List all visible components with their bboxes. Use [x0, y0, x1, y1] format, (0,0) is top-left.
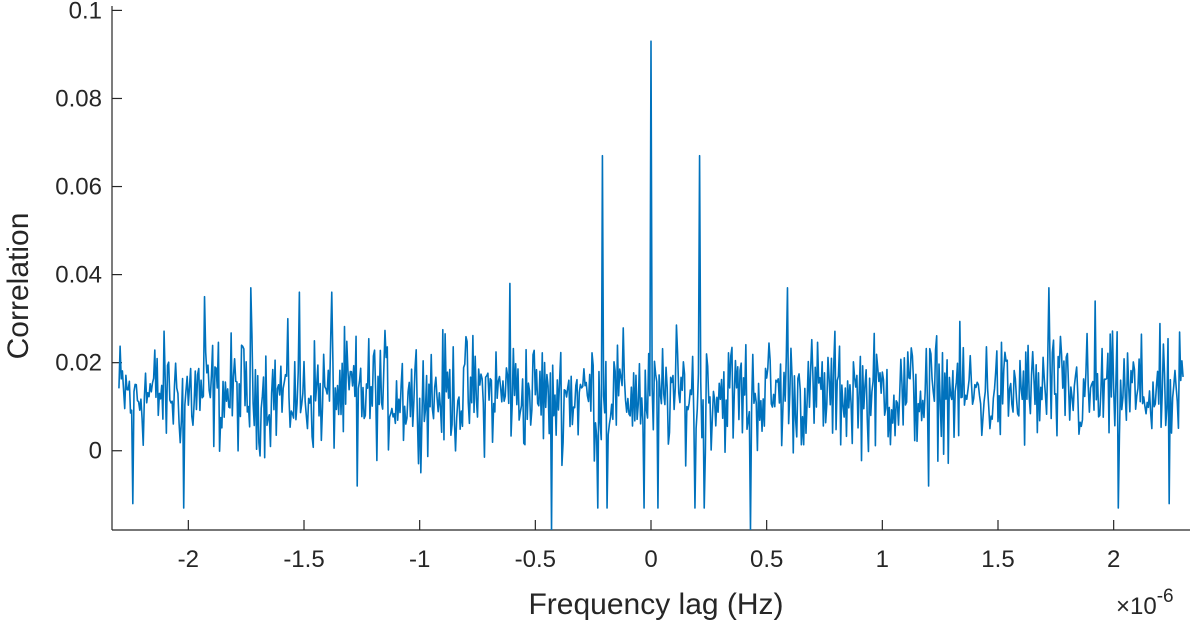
- y-axis-ticks: 0 0.02 0.04 0.06 0.08 0.1: [55, 0, 122, 465]
- y-tick-label: 0.1: [69, 0, 102, 24]
- y-tick-label: 0.04: [55, 262, 102, 289]
- y-axis-label: Correlation: [2, 213, 35, 360]
- y-tick-label: 0.06: [55, 174, 102, 201]
- x-tick-label: 1.5: [981, 546, 1014, 573]
- x-tick-label: 0.5: [750, 546, 783, 573]
- x-axis-ticks: -2 -1.5 -1 -0.5 0 0.5 1 1.5 2: [178, 520, 1120, 573]
- y-tick-label: 0: [89, 438, 102, 465]
- x-axis-label: Frequency lag (Hz): [528, 588, 783, 621]
- x-tick-label: -1.5: [283, 546, 324, 573]
- x-axis-exponent-base: ×10: [1116, 593, 1157, 620]
- x-tick-label: -0.5: [515, 546, 556, 573]
- correlation-series-line: [118, 40, 1184, 530]
- plot-area: [118, 40, 1184, 530]
- x-tick-label: 2: [1107, 546, 1120, 573]
- x-axis-exponent-power: -6: [1157, 586, 1174, 607]
- x-axis-exponent: ×10-6: [1116, 586, 1174, 620]
- x-tick-label: 0: [644, 546, 657, 573]
- x-tick-label: -1: [409, 546, 430, 573]
- y-tick-label: 0.02: [55, 350, 102, 377]
- x-tick-label: -2: [178, 546, 199, 573]
- x-tick-label: 1: [876, 546, 889, 573]
- y-tick-label: 0.08: [55, 85, 102, 112]
